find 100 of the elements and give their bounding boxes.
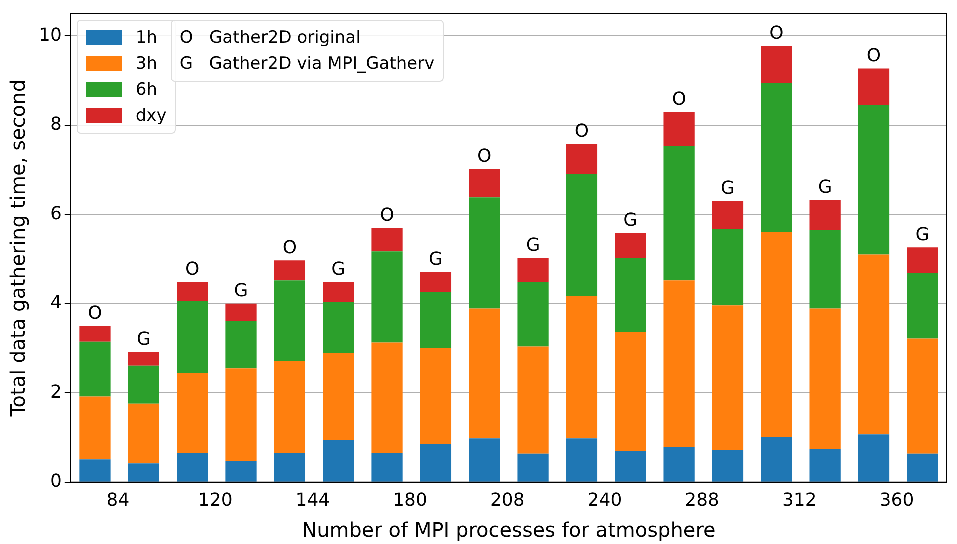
bar <box>80 342 111 397</box>
bar <box>615 451 646 482</box>
bar <box>518 346 549 454</box>
bar <box>226 460 257 482</box>
bar <box>80 396 111 460</box>
bar <box>712 229 744 306</box>
annotation: G <box>136 329 151 350</box>
bar <box>323 353 354 440</box>
x-axis-title: Number of MPI processes for atmosphere <box>302 518 716 542</box>
annotation: G <box>916 224 930 246</box>
bar <box>810 449 841 482</box>
bar <box>664 280 695 448</box>
bar <box>858 254 890 435</box>
legend-label: 6h <box>136 80 158 100</box>
bar <box>469 308 500 439</box>
bar <box>566 174 598 296</box>
bar <box>712 306 744 450</box>
bar <box>712 201 744 230</box>
bar <box>518 454 549 482</box>
annotation: G <box>428 248 443 270</box>
annotation: G <box>526 235 540 256</box>
bar <box>907 273 938 339</box>
bar <box>128 366 160 404</box>
legend-label: dxy <box>136 106 167 126</box>
bar <box>566 296 598 439</box>
bar <box>177 452 208 482</box>
bar <box>372 228 403 252</box>
y-tick-label: 6 <box>50 203 62 224</box>
x-tick-label: 360 <box>880 490 914 511</box>
x-tick-label: 240 <box>588 490 622 511</box>
bar <box>420 348 452 444</box>
annotation: O <box>574 120 590 142</box>
x-tick-label: 84 <box>106 490 130 511</box>
bar <box>274 280 306 362</box>
bar <box>469 438 500 482</box>
annotation: O <box>282 237 298 258</box>
x-tick-label: 144 <box>296 490 330 511</box>
y-tick-label: 8 <box>50 114 62 136</box>
bar <box>226 321 257 369</box>
bar <box>80 460 111 482</box>
annotation: O Gather2D original <box>180 26 362 50</box>
bar <box>128 464 160 482</box>
bar <box>615 332 646 452</box>
bar <box>274 361 306 453</box>
x-tick-label: 288 <box>685 490 720 511</box>
x-tick-label: 312 <box>782 490 817 511</box>
annotation: G <box>818 177 832 198</box>
annotation: O <box>478 146 492 168</box>
legend-label: 3h <box>136 54 158 74</box>
bar <box>274 452 306 482</box>
bar <box>761 46 792 84</box>
y-axis-title: Total data gathering time, second <box>6 80 30 418</box>
annotation: G <box>234 280 248 302</box>
annotation: G <box>332 259 346 280</box>
bar <box>907 338 938 454</box>
annotation: O <box>380 205 394 226</box>
x-tick-label: 120 <box>198 490 233 511</box>
bar <box>858 105 890 255</box>
bar <box>664 447 695 482</box>
bar <box>810 230 841 309</box>
annotation: O <box>866 45 882 66</box>
bar <box>372 342 403 453</box>
bar <box>566 144 598 174</box>
y-tick-label: 4 <box>50 292 62 314</box>
bar <box>323 302 354 354</box>
y-tick-label: 10 <box>39 24 62 46</box>
bar <box>177 282 208 302</box>
bar <box>664 112 695 146</box>
annotation: G Gather2D via MPI_Gatherv <box>180 52 435 76</box>
bar <box>128 404 160 464</box>
x-tick-label: 180 <box>393 490 428 511</box>
annotation: O <box>672 89 686 110</box>
bar <box>323 440 354 482</box>
legend-label: 1h <box>136 28 158 48</box>
bar <box>518 282 549 347</box>
bar <box>664 146 695 281</box>
bar <box>372 452 403 482</box>
bar <box>761 232 792 438</box>
bar <box>80 326 111 342</box>
bar <box>858 434 890 482</box>
bar <box>761 83 792 232</box>
y-tick-label: 0 <box>50 471 62 492</box>
annotation: G <box>721 178 735 199</box>
bar <box>810 308 841 450</box>
bar <box>177 374 208 453</box>
bar <box>372 252 403 343</box>
bar <box>907 454 938 482</box>
bar <box>226 304 257 322</box>
annotation: O <box>88 302 102 324</box>
annotation: G <box>624 210 638 232</box>
bar <box>712 450 744 482</box>
bar <box>518 258 549 282</box>
bar <box>761 437 792 482</box>
y-tick-label: 2 <box>50 382 62 403</box>
bar <box>128 352 160 366</box>
bar <box>469 170 500 198</box>
annotation: O <box>770 23 784 44</box>
bar <box>420 444 452 482</box>
bar <box>177 301 208 374</box>
bar <box>810 200 841 230</box>
